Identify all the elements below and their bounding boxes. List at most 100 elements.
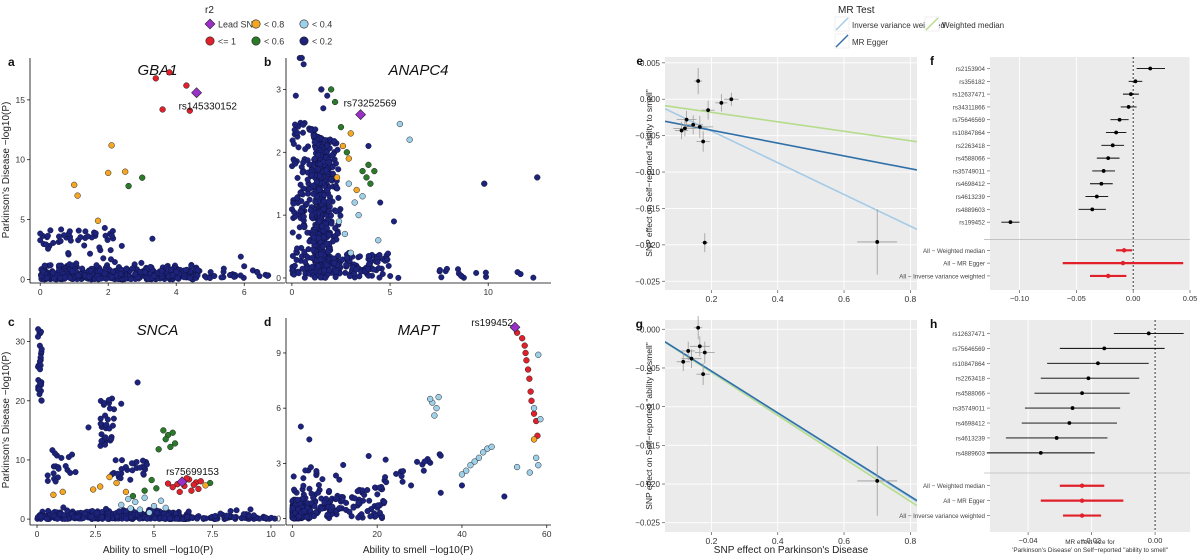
- snp-point-r2-lt-0-2: [74, 514, 81, 521]
- x-tick-label: 0.00: [1126, 294, 1141, 303]
- snp-estimate: [1038, 450, 1043, 455]
- snp-point-r2-lt-0-2: [385, 262, 392, 269]
- snp-effect-point: [697, 125, 702, 129]
- snp-point-r2-lt-0-2: [60, 512, 67, 519]
- x-tick-label: 10: [266, 529, 276, 539]
- snp-effect-point: [719, 100, 724, 105]
- snp-effect-point: [681, 359, 686, 364]
- snp-point-highlight: [435, 393, 442, 401]
- x-tick-label: 0.2: [706, 536, 718, 546]
- snp-point-r2-lt-0-2: [75, 272, 82, 279]
- snp-point-r2-lt-0-2: [315, 151, 322, 158]
- mr-regression-line: [665, 341, 917, 502]
- snp-point-highlight: [345, 180, 352, 187]
- snp-point-r2-lt-0-2: [364, 508, 371, 515]
- panel-e: 0.2 0.4 0.6 0.8 0.005 0.000 −0.005 −0.010 −0.015…: [635, 54, 917, 304]
- mr-lines: [665, 104, 917, 231]
- x-tick-label: −0.04: [1019, 536, 1038, 545]
- forest-row-label: rs4588066: [956, 156, 986, 163]
- x-tick-label: −0.05: [1067, 294, 1086, 303]
- y-tick-label: 0: [276, 273, 281, 283]
- snp-point-r2-lt-0-2: [262, 514, 269, 521]
- snp-point-r2-lt-0-2: [387, 273, 394, 280]
- snp-point-r2-lt-0-2: [354, 488, 361, 495]
- snp-point-r2-lt-0-2: [346, 273, 353, 280]
- x-axis-title-h-line: 'Parkinson's Disease' on Self−reported "…: [1012, 547, 1168, 554]
- snp-point-r2-lt-0-2: [295, 233, 302, 240]
- forest-row-label: rs12637471: [952, 92, 985, 99]
- snp-point-r2-lt-0-2: [309, 246, 316, 253]
- snp-point-r2-lt-0-2: [316, 186, 323, 193]
- snp-point-r2-lt-0-2: [81, 510, 88, 517]
- snp-point-highlight: [458, 471, 466, 478]
- x-tick-label: 0.6: [838, 536, 850, 546]
- forest-row-label: rs34311866: [953, 104, 986, 111]
- snp-point-highlight: [471, 458, 478, 465]
- snp-point-r2-lt-0-2: [264, 272, 271, 279]
- summary-estimate: [1079, 498, 1085, 503]
- snp-point-r2-lt-0-2: [93, 262, 100, 269]
- snp-point-r2-lt-0-2: [291, 209, 298, 216]
- snp-point-r2-lt-0-2: [393, 470, 400, 477]
- x-tick-label: 0.2: [706, 294, 718, 304]
- snp-point-r2-lt-0-2: [321, 192, 328, 199]
- panel-title: MAPT: [398, 322, 442, 339]
- snp-point-highlight: [480, 449, 487, 456]
- mr-lines: [665, 341, 917, 507]
- snp-point-r2-lt-0-2: [329, 170, 336, 177]
- snp-estimate: [1117, 117, 1122, 122]
- snp-point-r2-lt-0-2: [75, 227, 82, 234]
- mr-legend-key-line: [925, 17, 939, 31]
- plot-background: [990, 320, 1190, 532]
- snp-point-r2-lt-0-2: [335, 252, 342, 259]
- snp-point-r2-lt-0-2: [375, 265, 382, 272]
- snp-estimate: [1054, 436, 1059, 440]
- snp-point-r2-lt-0-2: [374, 259, 381, 266]
- snp-point-r2-lt-0-2: [151, 515, 158, 522]
- snp-point-highlight: [188, 487, 195, 494]
- panel-letter: h: [930, 317, 937, 331]
- snp-point-r2-lt-0-2: [47, 262, 54, 269]
- snp-point-r2-lt-0-2: [294, 245, 301, 252]
- snp-point-r2-lt-0-2: [322, 274, 329, 281]
- snp-point-r2-lt-0-2: [300, 223, 307, 230]
- snp-point-r2-lt-0-2: [67, 469, 74, 476]
- snp-point-r2-lt-0-2: [35, 326, 42, 333]
- snp-point-r2-lt-0-2: [38, 397, 45, 404]
- x-tick-label: 10: [483, 287, 493, 297]
- snp-point-r2-lt-0-2: [95, 276, 102, 283]
- snp-point-r2-lt-0-2: [169, 272, 176, 279]
- snp-estimate: [1067, 421, 1072, 425]
- snp-point-r2-lt-0-2: [304, 176, 311, 183]
- snp-point-r2-lt-0-2: [161, 515, 168, 522]
- x-tick-label: 7.5: [207, 529, 219, 539]
- snp-point-r2-lt-0-2: [110, 415, 117, 422]
- y-tick-label: 0: [276, 514, 281, 524]
- snp-point-highlight: [298, 54, 305, 62]
- snp-point-r2-lt-0-2: [101, 224, 108, 231]
- snp-point-r2-lt-0-2: [231, 514, 238, 521]
- snp-effect-point: [679, 128, 684, 133]
- snp-point-highlight: [202, 482, 209, 489]
- mr-legend-label: Weighted median: [942, 21, 1004, 30]
- snp-point-r2-lt-0-2: [315, 482, 322, 489]
- snp-point-r2-lt-0-2: [315, 263, 322, 270]
- forest-row-label: rs4698412: [956, 181, 986, 188]
- snp-point-r2-lt-0-2: [306, 161, 313, 168]
- snp-point-highlight: [186, 107, 193, 114]
- snp-point-highlight: [171, 440, 179, 447]
- y-tick-label: −0.010: [635, 168, 660, 177]
- snp-point-r2-lt-0-2: [297, 423, 304, 430]
- snp-point-r2-lt-0-2: [301, 274, 308, 281]
- forest-row-label: rs75646569: [952, 117, 985, 124]
- snp-point-r2-lt-0-2: [69, 268, 76, 275]
- snp-point-r2-lt-0-2: [158, 267, 165, 274]
- snp-point-r2-lt-0-2: [374, 491, 381, 498]
- snp-point-r2-lt-0-2: [336, 504, 343, 511]
- snp-point-highlight: [535, 462, 542, 469]
- snp-point-r2-lt-0-2: [382, 474, 389, 481]
- snp-point-r2-lt-0-2: [102, 441, 109, 448]
- snp-point-r2-lt-0-2: [132, 271, 139, 278]
- forest-row-label: rs4613239: [956, 194, 986, 201]
